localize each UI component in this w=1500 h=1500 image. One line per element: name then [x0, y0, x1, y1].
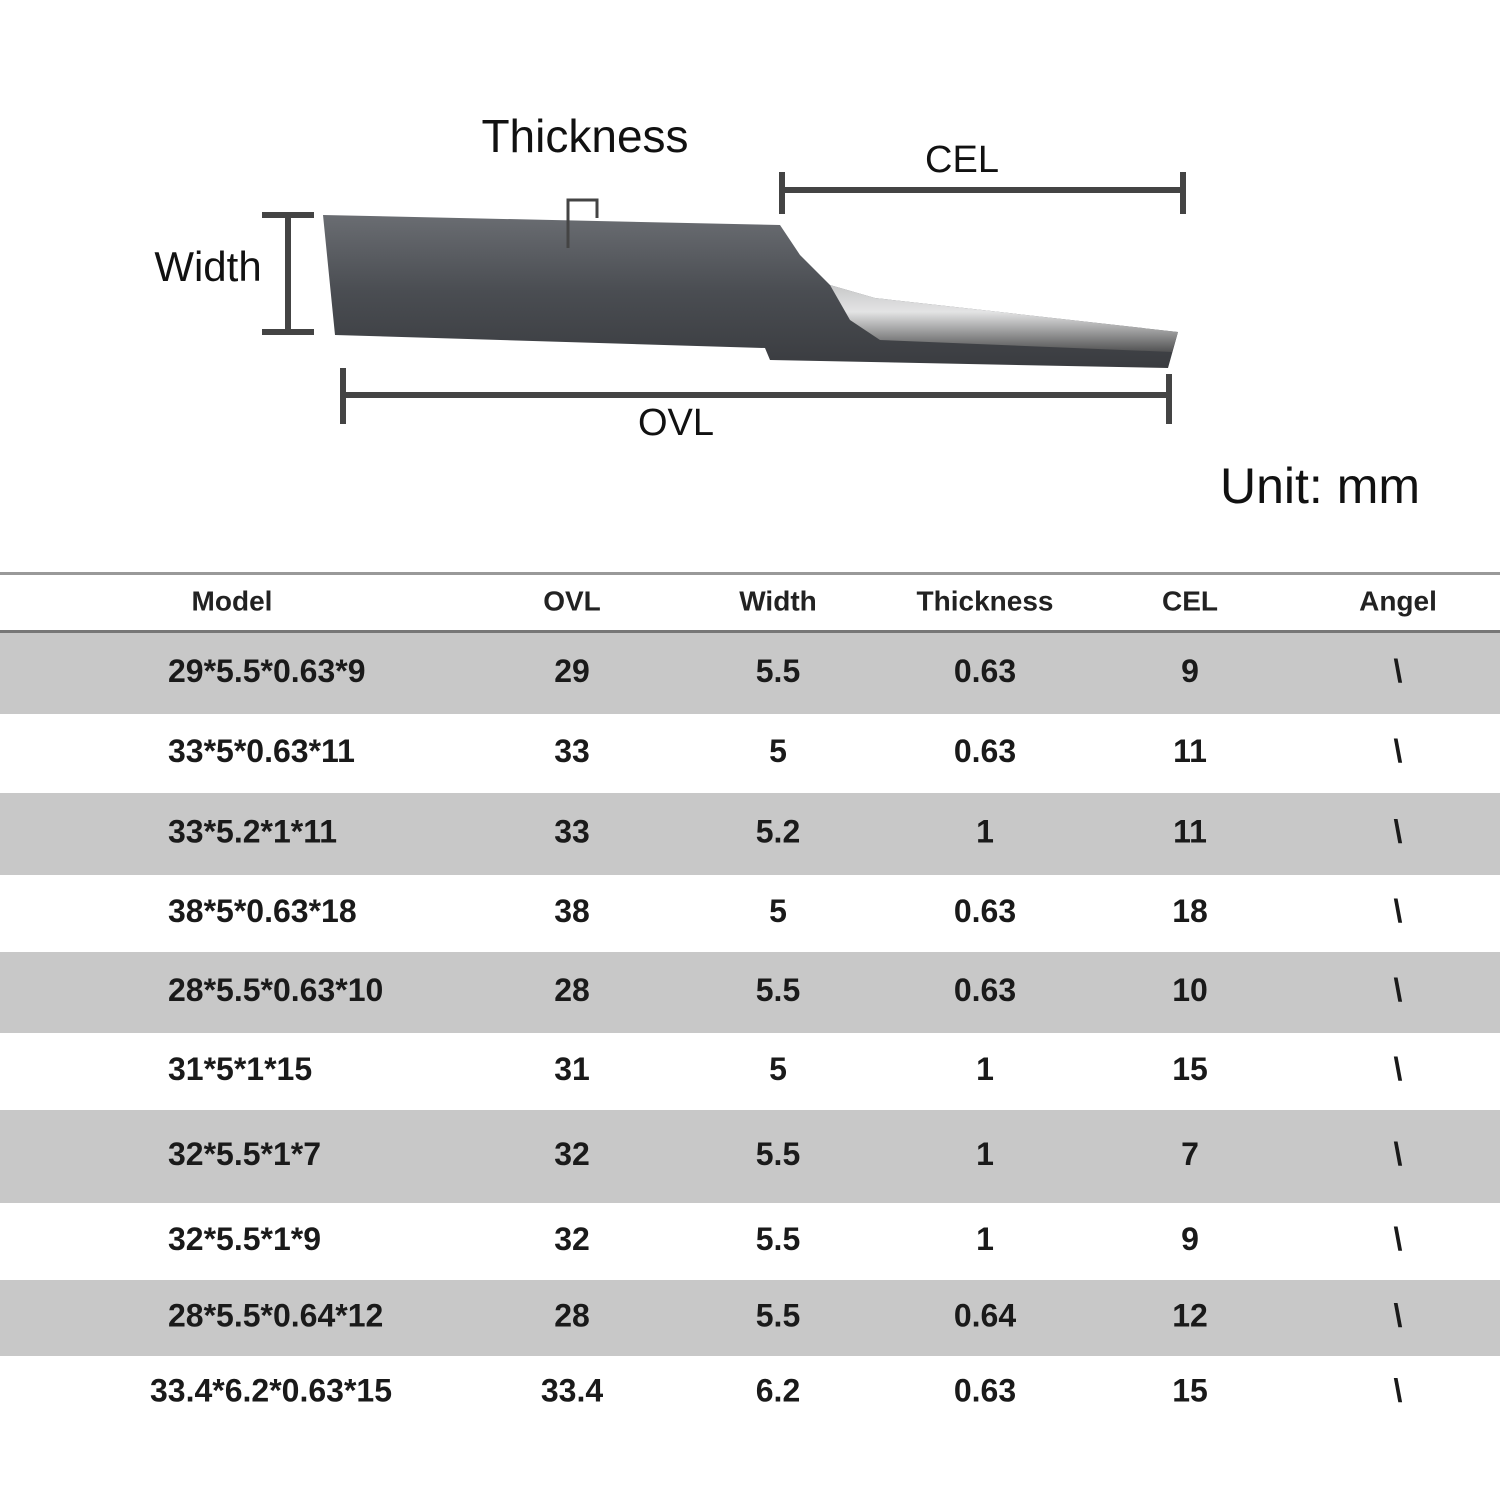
table-cell: 5: [769, 893, 787, 929]
table-cell: \: [1394, 893, 1403, 929]
table-cell: 15: [1172, 1372, 1208, 1408]
width-label: Width: [154, 243, 261, 290]
row-band: [0, 1110, 1500, 1203]
table-cell: 0.63: [954, 893, 1016, 929]
table-cell: \: [1394, 1297, 1403, 1333]
table-cell: 0.64: [954, 1297, 1016, 1333]
header-cell: Model: [192, 585, 273, 616]
table-cell: 31: [554, 1051, 590, 1087]
table-cell: 0.63: [954, 733, 1016, 769]
row-band: [0, 952, 1500, 1033]
header-cell: CEL: [1162, 585, 1218, 616]
header-top-rule: [0, 572, 1500, 575]
ovl-dimension: [340, 368, 1172, 424]
width-dimension: [262, 212, 314, 335]
table-cell: 29*5.5*0.63*9: [168, 653, 366, 689]
table-cell: \: [1394, 1372, 1403, 1408]
table-cell: \: [1394, 733, 1403, 769]
table-cell: 28: [554, 1297, 590, 1333]
table-cell: 5.5: [756, 1221, 800, 1257]
table-cell: 0.63: [954, 653, 1016, 689]
table-cell: 11: [1173, 733, 1207, 769]
table-cell: 33: [554, 813, 590, 849]
table-cell: 28*5.5*0.64*12: [168, 1297, 383, 1333]
table-cell: 5.5: [756, 1297, 800, 1333]
row-band: [0, 793, 1500, 875]
table-cell: 18: [1172, 893, 1208, 929]
table-cell: 5.5: [756, 1136, 800, 1172]
table-cell: 0.63: [954, 1372, 1016, 1408]
table-cell: 1: [976, 1051, 994, 1087]
table-cell: 11: [1173, 813, 1207, 849]
table-cell: 29: [554, 653, 590, 689]
table-cell: 9: [1181, 653, 1199, 689]
table-cell: 33.4: [541, 1372, 603, 1408]
table-cell: 5.5: [756, 972, 800, 1008]
table-cell: 32*5.5*1*9: [168, 1221, 321, 1257]
header-cell: Angel: [1359, 585, 1437, 616]
table-cell: \: [1394, 1051, 1403, 1087]
row-band: [0, 633, 1500, 714]
table-cell: 10: [1172, 972, 1208, 1008]
table-cell: 6.2: [756, 1372, 800, 1408]
ovl-label: OVL: [638, 402, 714, 444]
table-cell: \: [1394, 653, 1403, 689]
header-cell: OVL: [543, 585, 601, 616]
table-cell: 33*5.2*1*11: [168, 813, 337, 849]
table-cell: 15: [1172, 1051, 1208, 1087]
blade-edge: [830, 285, 1178, 352]
header-cell: Width: [739, 585, 817, 616]
table-cell: \: [1394, 813, 1403, 849]
table-cell: 9: [1181, 1221, 1199, 1257]
table-cell: 38*5*0.63*18: [168, 893, 357, 929]
table-cell: 32: [554, 1136, 590, 1172]
unit-label: Unit: mm: [1220, 458, 1420, 514]
table-cell: \: [1394, 1136, 1403, 1172]
table-cell: 1: [976, 813, 994, 849]
table-cell: 5.2: [756, 813, 800, 849]
table-cell: 32: [554, 1221, 590, 1257]
table-cell: 28: [554, 972, 590, 1008]
table-cell: 32*5.5*1*7: [168, 1136, 321, 1172]
blade-diagram: Thickness CEL Width OVL Unit: mm: [154, 110, 1420, 514]
thickness-marker: [566, 198, 599, 248]
table-cell: 5.5: [756, 653, 800, 689]
row-band: [0, 1280, 1500, 1356]
table-cell: 7: [1181, 1136, 1199, 1172]
table-cell: 33.4*6.2*0.63*15: [150, 1372, 392, 1408]
table-cell: \: [1394, 1221, 1403, 1257]
table-cell: 5: [769, 1051, 787, 1087]
header-bottom-rule: [0, 630, 1500, 633]
table-cell: 0.63: [954, 972, 1016, 1008]
spec-table: Model OVL Width Thickness CEL Angel 29*5.5*0.6…: [0, 572, 1500, 1408]
header-cell: Thickness: [917, 585, 1054, 616]
table-cell: 1: [976, 1136, 994, 1172]
table-cell: 5: [769, 733, 787, 769]
table-cell: \: [1394, 972, 1403, 1008]
table-cell: 1: [976, 1221, 994, 1257]
table-cell: 33: [554, 733, 590, 769]
cel-label: CEL: [925, 139, 999, 181]
thickness-label: Thickness: [481, 110, 688, 162]
table-cell: 31*5*1*15: [168, 1051, 312, 1087]
cel-dimension: [779, 172, 1186, 214]
table-cell: 38: [554, 893, 590, 929]
table-cell: 12: [1172, 1297, 1208, 1333]
table-cell: 33*5*0.63*11: [168, 733, 355, 769]
table-cell: 28*5.5*0.63*10: [168, 972, 383, 1008]
